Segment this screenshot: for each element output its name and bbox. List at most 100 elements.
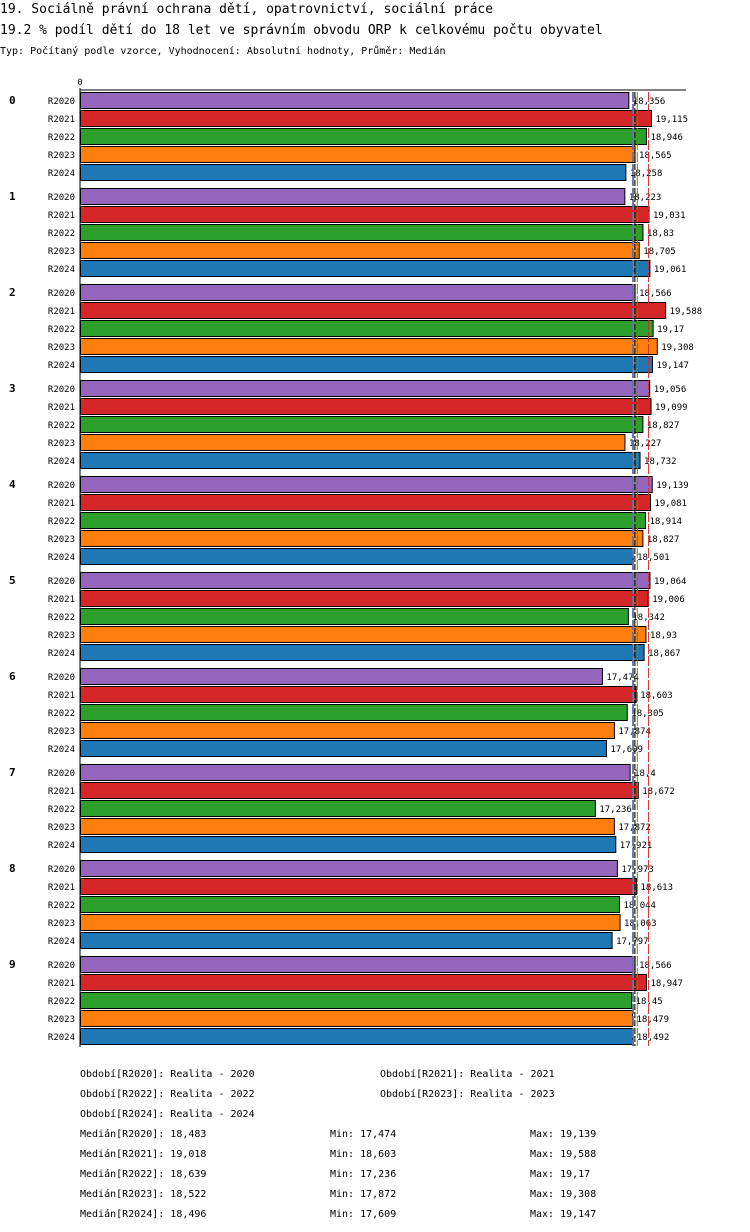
bar-R2020-8: [80, 860, 618, 877]
legend-period: Období[R2021]: Realita - 2021: [380, 1068, 555, 1080]
value-label: 18,566: [639, 289, 672, 299]
bar-R2022-5: [80, 608, 629, 625]
row-label: R2020: [48, 385, 75, 395]
row-label: R2024: [48, 265, 75, 275]
value-label: 18,83: [647, 229, 674, 239]
row-label: R2024: [48, 745, 75, 755]
group-label: 2: [9, 286, 16, 299]
value-label: 18,45: [636, 997, 663, 1007]
row-label: R2020: [48, 961, 75, 971]
bar-R2021-9: [80, 974, 647, 991]
legend-period: Období[R2020]: Realita - 2020: [80, 1068, 255, 1080]
value-label: 17,609: [610, 745, 643, 755]
value-label: 18,227: [629, 439, 662, 449]
legend-max: Max: 19,17: [530, 1169, 590, 1180]
row-label: R2023: [48, 727, 75, 737]
row-label: R2020: [48, 769, 75, 779]
bar-R2024-8: [80, 932, 613, 949]
row-label: R2024: [48, 937, 75, 947]
bar-R2022-8: [80, 896, 620, 913]
legend-min: Min: 18,603: [330, 1149, 396, 1160]
row-label: R2023: [48, 823, 75, 833]
bar-R2022-4: [80, 512, 646, 529]
value-label: 19,115: [655, 115, 688, 125]
legend-max: Max: 19,308: [530, 1189, 596, 1200]
row-label: R2023: [48, 535, 75, 545]
row-label: R2023: [48, 439, 75, 449]
value-label: 19,139: [656, 481, 689, 491]
bar-R2020-3: [80, 380, 651, 397]
row-label: R2023: [48, 151, 75, 161]
row-label: R2024: [48, 169, 75, 179]
group-label: 8: [9, 862, 16, 875]
bar-R2021-1: [80, 206, 650, 223]
row-label: R2024: [48, 1033, 75, 1043]
value-label: 18,044: [623, 901, 656, 911]
row-label: R2024: [48, 841, 75, 851]
bar-R2023-9: [80, 1010, 633, 1027]
bar-R2023-2: [80, 338, 658, 355]
row-label: R2021: [48, 115, 75, 125]
bar-R2022-0: [80, 128, 647, 145]
row-label: R2021: [48, 883, 75, 893]
group-label: 4: [9, 478, 16, 491]
value-label: 19,17: [657, 325, 684, 335]
value-label: 19,588: [670, 307, 703, 317]
bar-R2022-1: [80, 224, 644, 241]
bar-R2021-5: [80, 590, 649, 607]
bar-R2023-0: [80, 146, 636, 163]
bar-R2023-5: [80, 626, 647, 643]
value-label: 18,305: [631, 709, 664, 719]
value-label: 18,705: [643, 247, 676, 257]
legend-min: Min: 17,872: [330, 1189, 396, 1200]
value-label: 17,797: [616, 937, 649, 947]
bar-R2022-7: [80, 800, 596, 817]
axis-zero-label: 0: [77, 78, 82, 88]
value-label: 19,031: [653, 211, 686, 221]
row-label: R2020: [48, 577, 75, 587]
row-label: R2022: [48, 997, 75, 1007]
legend-period: Období[R2023]: Realita - 2023: [380, 1088, 555, 1100]
value-label: 18,501: [637, 553, 670, 563]
legend-median: Medián[R2021]: 19,018: [80, 1148, 206, 1160]
chart-title: 19. Sociálně právní ochrana dětí, opatro…: [0, 2, 493, 17]
row-label: R2020: [48, 193, 75, 203]
row-label: R2021: [48, 307, 75, 317]
legend-min: Min: 17,474: [330, 1129, 396, 1140]
row-label: R2024: [48, 457, 75, 467]
bar-R2022-9: [80, 992, 633, 1009]
row-label: R2022: [48, 325, 75, 335]
row-label: R2021: [48, 211, 75, 221]
row-label: R2022: [48, 613, 75, 623]
bar-R2024-0: [80, 164, 627, 181]
bar-R2022-3: [80, 416, 644, 433]
bar-R2023-1: [80, 242, 640, 259]
row-label: R2020: [48, 289, 75, 299]
bar-R2024-7: [80, 836, 617, 853]
legend-max: Max: 19,139: [530, 1129, 596, 1140]
bar-R2020-9: [80, 956, 636, 973]
bar-R2024-1: [80, 260, 651, 277]
row-label: R2023: [48, 247, 75, 257]
row-label: R2022: [48, 709, 75, 719]
bar-R2021-2: [80, 302, 667, 319]
value-label: 17,973: [621, 865, 654, 875]
legend-median: Medián[R2023]: 18,522: [80, 1188, 206, 1200]
row-label: R2022: [48, 805, 75, 815]
bar-R2023-4: [80, 530, 644, 547]
value-label: 18,914: [649, 517, 682, 527]
value-label: 18,672: [642, 787, 675, 797]
value-label: 17,236: [599, 805, 632, 815]
bar-R2020-1: [80, 188, 626, 205]
bar-R2024-6: [80, 740, 607, 757]
value-label: 18,258: [630, 169, 663, 179]
bar-R2020-2: [80, 284, 636, 301]
legend-min: Min: 17,236: [330, 1169, 396, 1180]
legend-max: Max: 19,147: [530, 1209, 596, 1220]
value-label: 19,006: [652, 595, 685, 605]
row-label: R2021: [48, 691, 75, 701]
value-label: 18,867: [648, 649, 681, 659]
bar-R2023-7: [80, 818, 615, 835]
row-label: R2021: [48, 499, 75, 509]
